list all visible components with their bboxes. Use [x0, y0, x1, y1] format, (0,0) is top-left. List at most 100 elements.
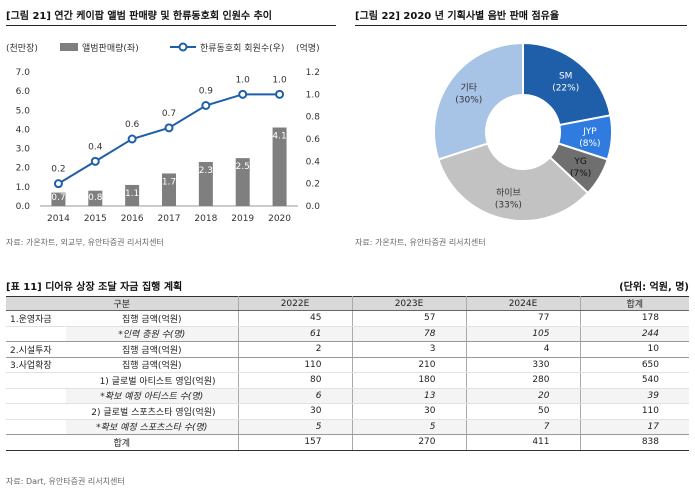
row-item: *인력 충원 수(명) [66, 326, 239, 342]
cell: 17 [580, 419, 689, 435]
slice-percent: (7%) [570, 169, 591, 179]
cell: 61 [238, 326, 353, 342]
y-left-tick-label: 3.0 [16, 145, 31, 155]
cell: 650 [580, 357, 689, 373]
line-data-label: 0.7 [162, 109, 176, 119]
cell: 540 [580, 372, 689, 389]
table-row: *인력 충원 수(명) 61 78 105 244 [6, 326, 689, 342]
line-point [238, 89, 248, 99]
line-data-label: 0.2 [51, 165, 65, 175]
x-tick-label: 2016 [121, 214, 144, 224]
header-category: 구분 [6, 296, 239, 311]
bar-data-label: 1.1 [125, 189, 139, 199]
row-group [6, 388, 66, 404]
bar-data-label: 2.5 [236, 162, 250, 172]
cell: 330 [466, 357, 581, 373]
total-cell: 411 [466, 434, 581, 451]
header-2022e: 2022E [238, 296, 353, 311]
y-right-tick-label: 0.8 [306, 113, 321, 123]
pie-slice [433, 41, 524, 161]
fig21-left-unit: (천만장) [6, 43, 38, 54]
row-item: *확보 예정 스포츠스타 수(명) [66, 419, 239, 435]
header-2023e: 2023E [352, 296, 467, 311]
row-group: 1.운영자금 [6, 310, 66, 327]
cell: 45 [238, 310, 353, 327]
table11-title: [표 11] 디어유 상장 조달 자금 집행 계획 [6, 282, 183, 293]
slice-label: 기타 [461, 83, 478, 94]
bar-data-label: 2.3 [199, 166, 213, 176]
cell: 78 [352, 326, 467, 342]
row-item: 집행 금액(억원) [66, 341, 239, 358]
bar [88, 190, 103, 206]
fig21-bars: 0.7 0.8 1.1 1.7 2.3 2.5 4.1 [51, 127, 287, 206]
line-data-label: 1.0 [236, 75, 251, 85]
row-item: 집행 금액(억원) [66, 357, 239, 373]
fund-plan-table: 구분 2022E 2023E 2024E 합계 1.운영자금 집행 금액(억원)… [6, 296, 689, 451]
row-item: 1) 글로벌 아티스트 영입(억원) [66, 372, 239, 389]
slice-label: YG [573, 157, 586, 167]
slice-label: 하이브 [496, 187, 521, 198]
x-tick-label: 2014 [47, 214, 70, 224]
cell: 77 [466, 310, 581, 327]
table11-header: [표 11] 디어유 상장 조달 자금 집행 계획 (단위: 억원, 명) [6, 278, 689, 293]
cell: 30 [352, 403, 467, 420]
line-point [53, 179, 63, 189]
cell: 30 [238, 403, 353, 420]
header-total: 합계 [580, 296, 689, 311]
line-data-label: 1.0 [272, 75, 287, 85]
slice-percent: (22%) [552, 83, 579, 93]
line-point [201, 101, 211, 110]
bar-data-label: 0.8 [88, 193, 103, 203]
cell: 5 [352, 419, 467, 435]
slice-percent: (8%) [579, 139, 600, 149]
fig21-legend-line-label: 한류동호회 회원수(우) [200, 43, 284, 54]
cell: 50 [466, 403, 581, 420]
y-left-tick-label: 0.0 [16, 202, 31, 212]
table-row: 2) 글로벌 스포츠스타 영입(억원) 30 30 50 110 [6, 403, 689, 420]
table-row: 2.시설투자 집행 금액(억원) 2 3 4 10 [6, 341, 689, 358]
cell: 10 [580, 341, 689, 358]
cell: 39 [580, 388, 689, 404]
cell: 110 [238, 357, 353, 373]
cell: 4 [466, 341, 581, 358]
fig21-right-axis: 0.0 0.2 0.4 0.6 0.8 1.0 1.2 [306, 68, 321, 212]
table-row: 1) 글로벌 아티스트 영입(억원) 80 180 280 540 [6, 372, 689, 389]
line-data-label: 0.6 [125, 120, 140, 130]
table11-unit: (단위: 억원, 명) [619, 282, 689, 293]
cell: 178 [580, 310, 689, 327]
pie-slice [437, 142, 590, 222]
fig22-slices [433, 41, 613, 222]
table-row: 3.사업확장 집행 금액(억원) 110 210 330 650 [6, 357, 689, 373]
cell: 3 [352, 341, 467, 358]
bar [272, 127, 287, 206]
cell: 80 [238, 372, 353, 389]
y-right-tick-label: 1.0 [306, 90, 321, 100]
slice-percent: (33%) [495, 200, 522, 210]
x-tick-label: 2019 [231, 214, 254, 224]
fig21-legend-bar-swatch [60, 43, 78, 51]
fig21-x-tick-labels: 2014 2015 2016 2017 2018 2019 2020 [47, 214, 291, 224]
fig21-combo-chart: (천만장) (억명) 앨범판매량(좌) 한류동호회 회원수(우) 0.0 1.0 2… [6, 42, 321, 224]
line-point [90, 156, 100, 166]
x-tick-label: 2020 [268, 214, 291, 224]
row-group: 3.사업확장 [6, 357, 66, 373]
fig21-left-axis: 0.0 1.0 2.0 3.0 4.0 5.0 6.0 7.0 [16, 68, 31, 212]
y-left-tick-label: 6.0 [16, 87, 31, 97]
total-cell: 157 [238, 434, 353, 451]
row-group [6, 326, 66, 342]
slice-label: SM [559, 71, 572, 81]
y-left-tick-label: 5.0 [16, 106, 31, 116]
slice-label: JYP [582, 127, 597, 137]
x-tick-label: 2018 [194, 214, 217, 224]
line-point [275, 89, 285, 99]
cell: 5 [238, 419, 353, 435]
fig22-donut-chart: SM (22%) JYP (8%) YG (7%) 하이브 (33%) 기타 (30%) [433, 41, 613, 222]
cell: 180 [352, 372, 467, 389]
fig22-slice-labels: SM (22%) JYP (8%) YG (7%) 하이브 (33%) 기타 (30%) [455, 71, 600, 210]
bar-data-label: 4.1 [272, 132, 286, 142]
y-left-tick-label: 2.0 [16, 164, 31, 174]
cell: 210 [352, 357, 467, 373]
cell: 6 [238, 388, 353, 404]
bar [235, 158, 250, 206]
y-left-tick-label: 4.0 [16, 125, 31, 135]
